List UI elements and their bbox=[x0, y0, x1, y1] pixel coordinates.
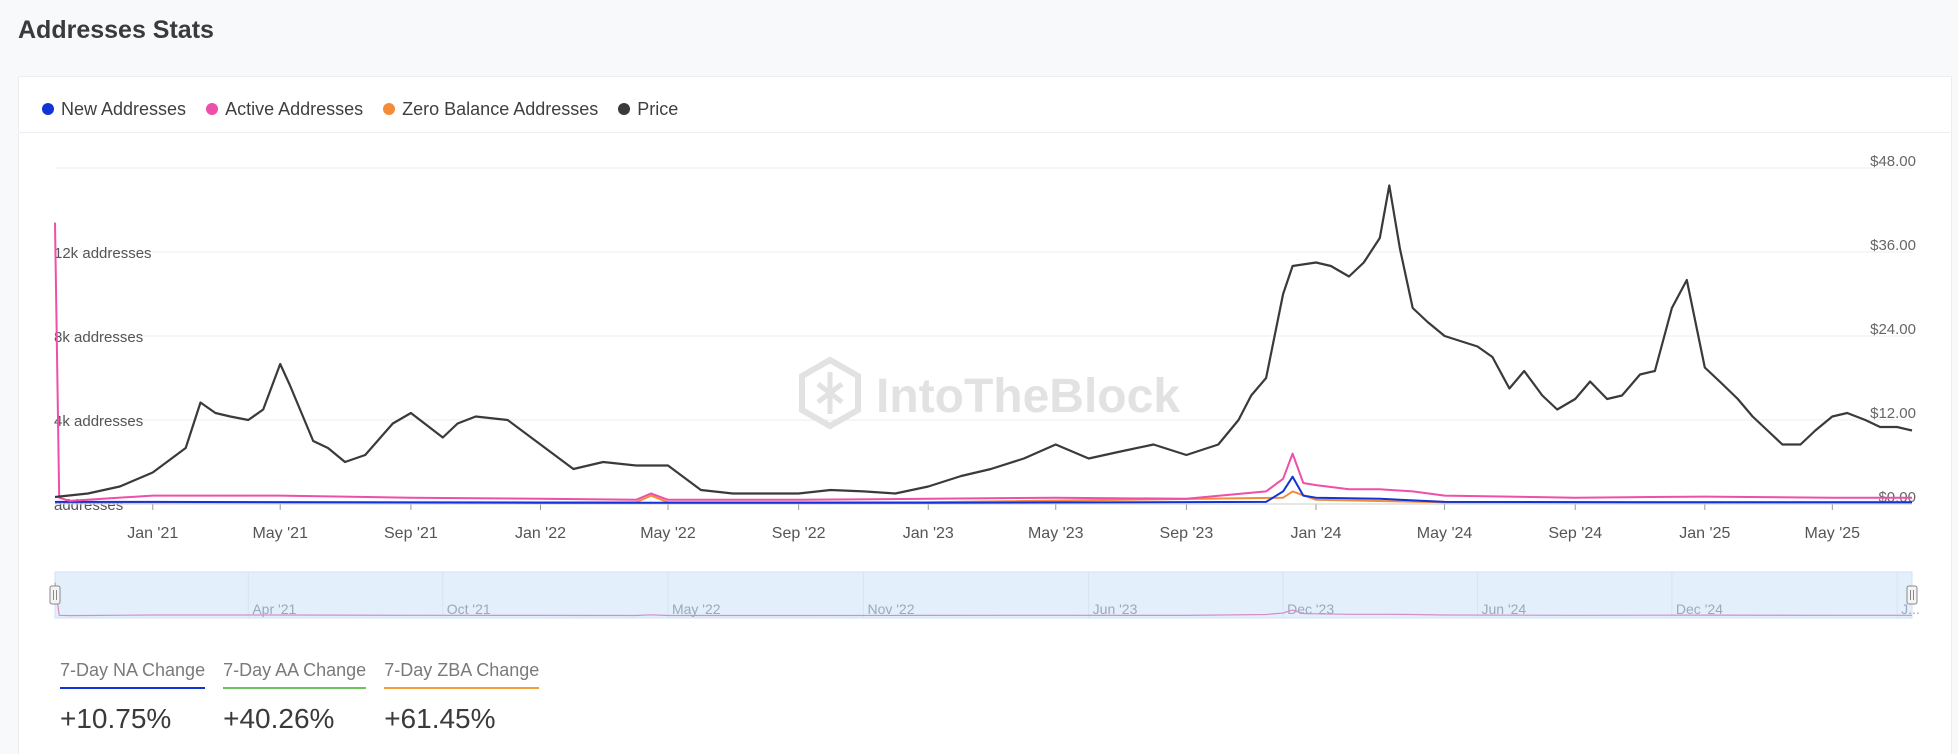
x-tick-label: May '21 bbox=[252, 525, 308, 542]
x-tick-label: Jan '24 bbox=[1290, 525, 1341, 542]
navigator-label: J... bbox=[1901, 601, 1920, 617]
x-tick-label: May '22 bbox=[640, 525, 696, 542]
navigator-label: Apr '21 bbox=[252, 601, 296, 617]
legend-label: Active Addresses bbox=[225, 98, 364, 119]
legend-dot bbox=[206, 103, 219, 115]
legend-dot bbox=[42, 103, 54, 115]
x-tick-label: Jan '25 bbox=[1679, 525, 1730, 542]
navigator-label: May '22 bbox=[672, 601, 721, 617]
stat-label: 7-Day AA Change bbox=[223, 660, 367, 689]
legend-item-zero-balance-addresses[interactable]: Zero Balance Addresses bbox=[383, 99, 598, 120]
x-tick-label: May '25 bbox=[1805, 525, 1861, 542]
navigator-range bbox=[54, 571, 1913, 619]
x-tick-label: Jan '23 bbox=[903, 525, 954, 542]
stat-value: +40.26% bbox=[223, 703, 335, 734]
legend-label: Price bbox=[637, 98, 679, 119]
navigator-label: Jun '23 bbox=[1093, 601, 1138, 617]
series-line-price bbox=[54, 184, 1913, 499]
navigator-label: Oct '21 bbox=[447, 601, 491, 617]
series-line-active-addresses bbox=[54, 222, 1912, 502]
stat-value: +61.45% bbox=[384, 703, 496, 734]
watermark-text: IntoTheBlock bbox=[876, 370, 1180, 423]
legend-item-new-addresses[interactable]: New Addresses bbox=[42, 99, 186, 120]
navigator-label: Dec '23 bbox=[1287, 601, 1334, 617]
watermark-logo: IntoTheBlock bbox=[799, 356, 1180, 430]
x-tick-label: May '23 bbox=[1028, 525, 1084, 542]
y-right-tick-label: $48.00 bbox=[1870, 153, 1916, 170]
y-left-tick-label: 4k addresses bbox=[54, 413, 143, 430]
page-title: Addresses Stats bbox=[18, 16, 214, 44]
navigator-label: Dec '24 bbox=[1676, 601, 1723, 617]
y-right-tick-label: $12.00 bbox=[1870, 405, 1916, 422]
stat-7-day-zba-change: 7-Day ZBA Change +61.45% bbox=[384, 660, 540, 735]
chart-legend: New Addresses Active Addresses Zero Balanc… bbox=[42, 98, 678, 120]
x-tick-label: Sep '24 bbox=[1548, 525, 1602, 542]
series-line-new-addresses bbox=[55, 475, 1912, 504]
legend-item-price[interactable]: Price bbox=[618, 99, 678, 120]
legend-dot bbox=[383, 103, 396, 115]
watermark-cube-lines bbox=[816, 372, 844, 414]
legend-dot bbox=[618, 103, 631, 115]
stat-label: 7-Day NA Change bbox=[60, 660, 206, 689]
stat-label: 7-Day ZBA Change bbox=[384, 660, 540, 689]
y-left-tick-label: 12k addresses bbox=[54, 245, 152, 262]
chart-card bbox=[18, 76, 1952, 754]
legend-divider bbox=[18, 132, 1950, 133]
x-tick-label: Jan '22 bbox=[515, 525, 566, 542]
legend-label: Zero Balance Addresses bbox=[402, 98, 599, 119]
x-tick-label: May '24 bbox=[1417, 525, 1473, 542]
watermark-hexagon-icon bbox=[799, 356, 861, 430]
y-right-tick-label: $24.00 bbox=[1870, 321, 1916, 338]
x-tick-label: Jan '21 bbox=[127, 525, 178, 542]
stats-row: 7-Day NA Change +10.75% 7-Day AA Change +40… bbox=[60, 660, 540, 735]
x-tick-label: Sep '22 bbox=[772, 525, 826, 542]
navigator-right-handle[interactable] bbox=[1906, 585, 1918, 605]
navigator-series-line bbox=[54, 582, 1912, 617]
x-tick-label: Sep '23 bbox=[1160, 525, 1214, 542]
navigator-left-handle[interactable] bbox=[49, 585, 61, 605]
stat-7-day-na-change: 7-Day NA Change +10.75% bbox=[60, 660, 206, 735]
navigator-label: Nov '22 bbox=[867, 601, 914, 617]
x-tick-label: Sep '21 bbox=[384, 525, 438, 542]
stat-7-day-aa-change: 7-Day AA Change +40.26% bbox=[223, 660, 367, 735]
y-left-tick-label: 8k addresses bbox=[54, 329, 143, 346]
legend-item-active-addresses[interactable]: Active Addresses bbox=[206, 99, 363, 120]
navigator-label: Jun '24 bbox=[1481, 601, 1526, 617]
stat-value: +10.75% bbox=[60, 703, 172, 734]
y-right-tick-label: $36.00 bbox=[1870, 237, 1916, 254]
legend-label: New Addresses bbox=[61, 98, 187, 119]
